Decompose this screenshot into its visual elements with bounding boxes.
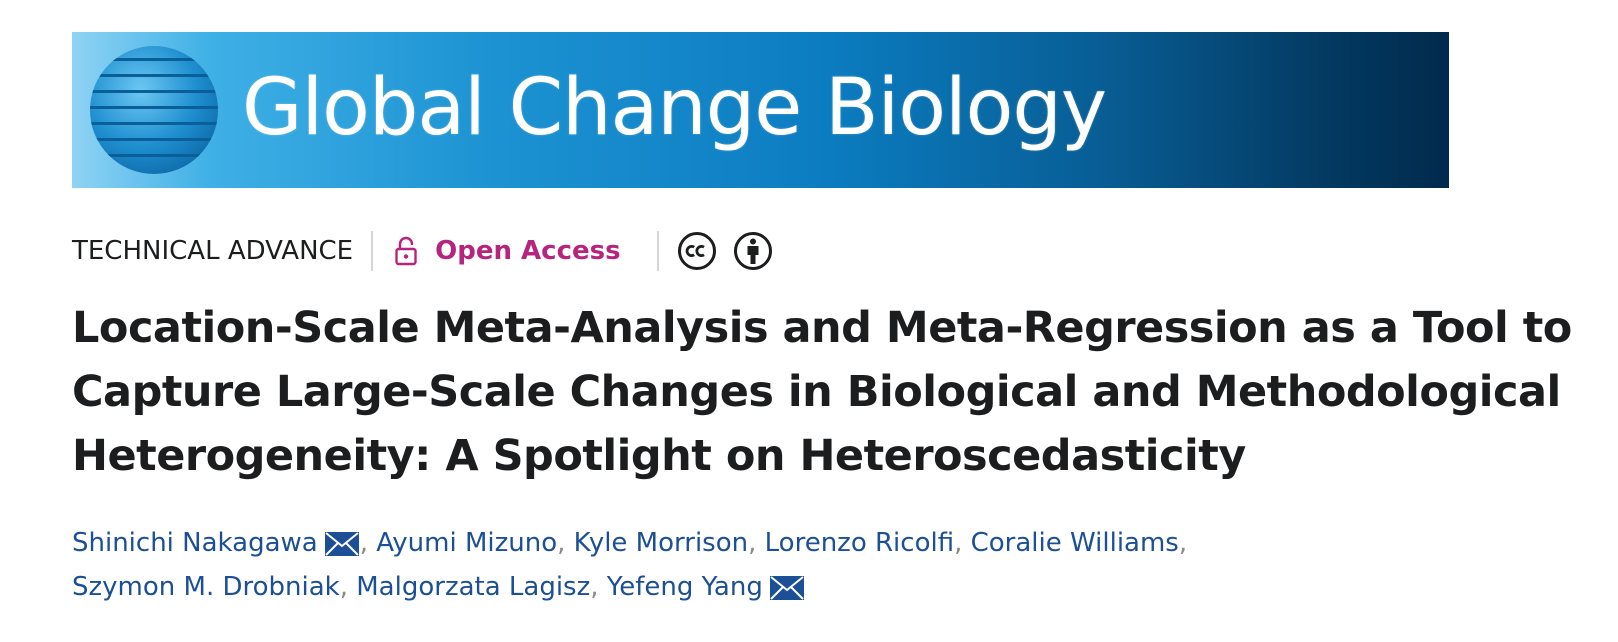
author-separator: ,: [748, 528, 757, 558]
unlock-icon: [395, 236, 417, 266]
author-entry: Lorenzo Ricolfi,: [765, 528, 971, 558]
author-entry: Szymon M. Drobniak,: [72, 572, 356, 602]
author-separator: ,: [557, 528, 566, 558]
article-type: TECHNICAL ADVANCE: [72, 236, 354, 266]
journal-name: Global Change Biology: [242, 63, 1107, 153]
author-link[interactable]: Malgorzata Lagisz: [356, 572, 591, 602]
author-separator: ,: [954, 528, 963, 558]
author-entry: Yefeng Yang: [607, 572, 805, 602]
open-access-label: Open Access: [435, 236, 621, 266]
article-meta-row: TECHNICAL ADVANCE Open Access: [72, 226, 773, 276]
author-link[interactable]: Lorenzo Ricolfi: [764, 528, 955, 558]
creative-commons-icon[interactable]: [677, 231, 717, 271]
attribution-icon[interactable]: [733, 231, 773, 271]
envelope-icon[interactable]: [769, 575, 805, 601]
author-link[interactable]: Kyle Morrison: [573, 528, 749, 558]
author-entry: Ayumi Mizuno,: [376, 528, 573, 558]
author-entry: Shinichi Nakagawa,: [72, 528, 376, 558]
envelope-icon[interactable]: [324, 531, 360, 557]
author-link[interactable]: Szymon M. Drobniak: [72, 572, 340, 602]
author-separator: ,: [1178, 528, 1188, 558]
author-link[interactable]: Shinichi Nakagawa: [72, 528, 318, 558]
author-entry: Kyle Morrison,: [574, 528, 765, 558]
author-separator: ,: [590, 572, 599, 602]
open-access-link[interactable]: Open Access: [395, 236, 621, 266]
author-link[interactable]: Ayumi Mizuno: [376, 528, 558, 558]
author-list: Shinichi Nakagawa, Ayumi Mizuno, Kyle Mo…: [72, 521, 1372, 609]
divider: [371, 231, 374, 271]
globe-stripes-icon: [90, 46, 218, 174]
author-entry: Malgorzata Lagisz,: [356, 572, 607, 602]
divider: [656, 231, 659, 271]
author-link[interactable]: Yefeng Yang: [606, 572, 763, 602]
author-separator: ,: [359, 528, 368, 558]
author-separator: ,: [339, 572, 348, 602]
author-entry: Coralie Williams,: [971, 528, 1188, 558]
author-link[interactable]: Coralie Williams: [970, 528, 1179, 558]
article-title: Location-Scale Meta-Analysis and Meta-Re…: [72, 303, 1572, 481]
journal-banner[interactable]: Global Change Biology: [72, 32, 1449, 188]
